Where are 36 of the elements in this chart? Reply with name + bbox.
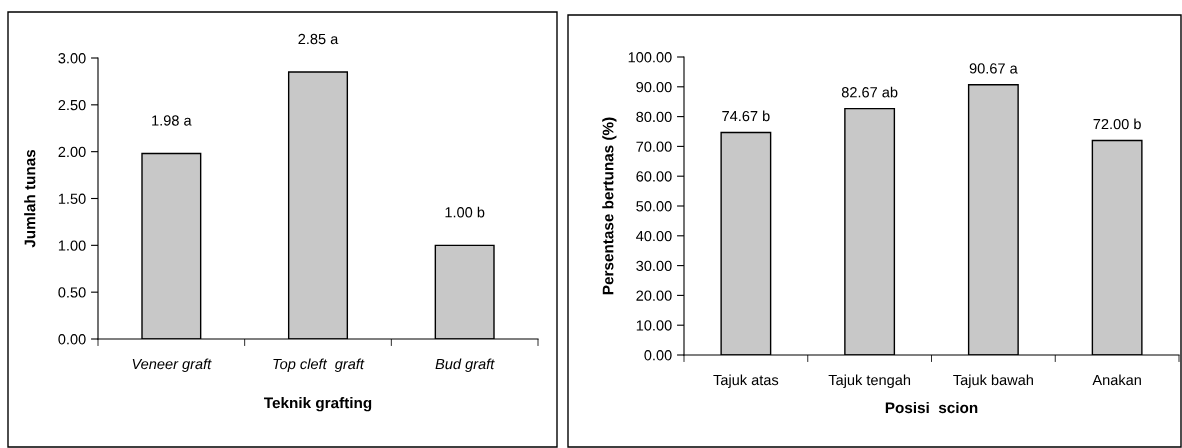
data-label: 90.67 a: [969, 63, 1018, 74]
data-label: 1.98 a: [152, 115, 192, 126]
y-tick-label: 30.00: [636, 260, 672, 272]
y-tick-label: 60.00: [636, 171, 672, 182]
y-tick-label: 2.00: [58, 146, 86, 158]
y-tick-label: 20.00: [636, 290, 672, 301]
x-tick-label: Veneer graft: [132, 358, 212, 373]
data-label: 82.67 ab: [841, 86, 898, 98]
data-label: 2.85 a: [298, 33, 339, 45]
y-tick-label: 3.00: [58, 53, 86, 64]
x-tick-label: Top cleft graft: [273, 358, 365, 373]
y-tick-label: 0.00: [644, 350, 672, 361]
y-tick-label: 80.00: [636, 111, 672, 123]
y-tick-label: 50.00: [636, 201, 672, 212]
x-tick-label: Tajuk bawah: [953, 374, 1033, 389]
y-tick-label: 10.00: [636, 320, 672, 331]
y-tick-label: 40.00: [636, 230, 672, 242]
y-tick-label: 2.50: [58, 99, 86, 111]
y-tick-label: 100.00: [628, 52, 672, 63]
y-tick-label: 70.00: [636, 141, 672, 152]
y-tick-label: 0.00: [58, 334, 86, 345]
y-tick-label: 1.00: [58, 240, 86, 251]
x-tick-label: Tajuk atas: [713, 374, 779, 389]
x-axis-title: Posisi scion: [885, 401, 978, 414]
y-tick-label: 1.50: [58, 193, 86, 204]
x-tick-label: Anakan: [1092, 374, 1141, 386]
y-axis-title: Jumlah tunas: [24, 149, 36, 248]
x-tick-label: Tajuk tengah: [828, 374, 911, 389]
x-tick-label: Bud graft: [435, 358, 495, 373]
data-label: 74.67 b: [722, 110, 770, 122]
y-tick-label: 90.00: [636, 81, 672, 93]
data-label: 72.00 b: [1093, 118, 1141, 130]
x-axis-title: Teknik grafting: [263, 397, 372, 412]
y-tick-label: 0.50: [58, 287, 86, 298]
y-axis-title: Persentase bertunas (%): [602, 117, 617, 295]
data-label: 1.00 b: [445, 206, 485, 218]
